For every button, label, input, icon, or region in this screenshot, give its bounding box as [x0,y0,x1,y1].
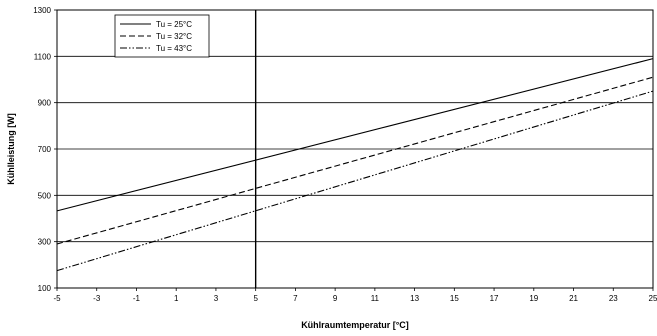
x-tick-label: 11 [371,294,380,303]
x-tick-label: 1 [174,294,179,303]
legend-label: Tu = 25°C [156,20,192,29]
y-tick-label: 300 [38,238,52,247]
gridlines [57,55,653,243]
x-tick-label: -3 [93,294,101,303]
x-tick-label: 13 [410,294,419,303]
legend: Tu = 25°C Tu = 32°C Tu = 43°C [114,14,210,58]
legend-label: Tu = 32°C [156,32,192,41]
y-tick-label: 100 [38,284,52,293]
legend-label: Tu = 43°C [156,44,192,53]
x-tick-label: 7 [293,294,298,303]
x-tick-label: 5 [253,294,258,303]
x-axis-title: Kühlraumtemperatur [°C] [301,320,409,330]
series-layer [56,58,654,272]
y-axis-title: Kühlleistung [W] [6,113,16,185]
x-tick-labels: -5 -3 -1 1 3 5 7 9 11 13 15 17 19 21 23 25 [53,288,657,303]
x-tick-label: 25 [649,294,657,303]
x-tick-label: 9 [333,294,338,303]
x-tick-label: 15 [450,294,459,303]
x-tick-label: -1 [133,294,141,303]
series-line [56,58,654,212]
series-line [56,76,654,245]
x-tick-label: 17 [490,294,499,303]
y-tick-labels: 100 300 500 700 900 1100 1300 [33,6,57,293]
x-tick-label: -5 [53,294,61,303]
series-line [56,90,654,272]
x-tick-label: 21 [569,294,578,303]
y-tick-label: 900 [38,99,52,108]
y-tick-label: 1100 [34,52,52,61]
legend-items: Tu = 25°C Tu = 32°C Tu = 43°C [120,20,192,53]
x-tick-label: 19 [529,294,538,303]
y-tick-label: 700 [38,145,52,154]
x-tick-label: 3 [214,294,219,303]
y-tick-label: 1300 [33,6,51,15]
y-tick-label: 500 [38,191,52,200]
x-tick-label: 23 [609,294,618,303]
